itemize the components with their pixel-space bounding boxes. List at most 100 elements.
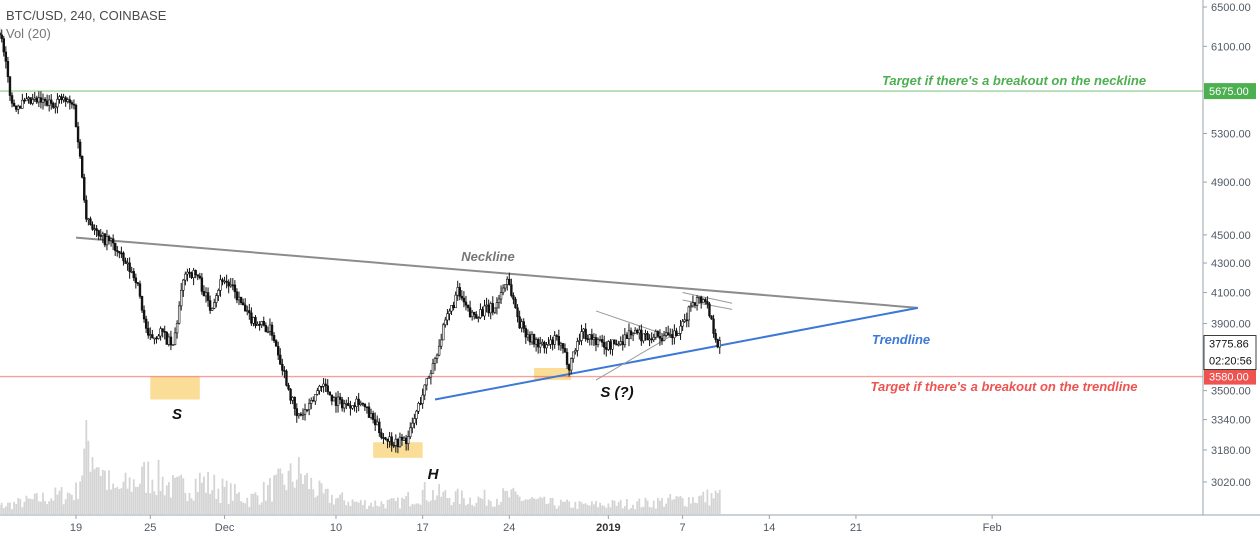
candle-body [10, 95, 14, 104]
volume-bar [415, 503, 418, 514]
volume-bar [407, 491, 410, 514]
trendline-line[interactable] [434, 306, 919, 401]
candle-body [355, 398, 358, 407]
candle-body [95, 228, 98, 231]
candle-body [636, 329, 639, 334]
x-tick-label[interactable]: 24 [503, 522, 515, 534]
candle-body [388, 436, 391, 442]
symbol-title[interactable]: BTC/USD, 240, COINBASE [6, 8, 167, 23]
annotation-labels: Target if there's a breakout on the neck… [172, 73, 1146, 483]
candle-body [409, 427, 412, 437]
candle-body [283, 370, 286, 372]
volume-bar [246, 497, 249, 514]
price-badge-5675[interactable]: 5675.00 [1209, 86, 1249, 98]
volume-bar [471, 504, 474, 514]
candle-body [596, 339, 600, 346]
candle-body [68, 99, 72, 103]
candle-body [264, 325, 268, 333]
x-tick-label[interactable]: Feb [983, 522, 1002, 534]
volume-bar [559, 499, 562, 514]
volume-bar [392, 498, 395, 514]
triangle-lower-line[interactable] [595, 335, 671, 381]
volume-bar [333, 504, 335, 514]
volume-bar [275, 474, 278, 514]
candle-body [590, 334, 594, 340]
candle-body [147, 328, 150, 336]
horizontal-levels[interactable] [0, 90, 1203, 378]
volume-bar [609, 507, 612, 514]
candle-body [594, 337, 598, 346]
x-tick-label[interactable]: 21 [850, 522, 862, 534]
candle-body [361, 402, 365, 405]
x-tick-label[interactable]: Dec [215, 522, 235, 534]
candle-body [421, 394, 424, 404]
candle-body [547, 344, 550, 346]
candle-body [109, 238, 113, 241]
candle-body [367, 406, 371, 418]
candle-body [93, 228, 96, 230]
candle-body [221, 279, 224, 282]
volume-indicator-label[interactable]: Vol (20) [6, 26, 51, 41]
volume-bar [40, 501, 42, 514]
neckline-line[interactable] [75, 236, 918, 309]
volume-bar [70, 495, 73, 514]
volume-bar [137, 486, 139, 514]
price-badges[interactable]: 5675.00 3580.00 3775.86 02:20:56 [1203, 83, 1257, 385]
volume-bar [167, 482, 170, 514]
candle-body [353, 405, 356, 407]
volume-bar [50, 498, 53, 514]
volume-bar [436, 495, 438, 514]
candle-body [210, 307, 214, 311]
last-price-label[interactable]: 3775.86 [1209, 339, 1249, 351]
price-badge-3580[interactable]: 3580.00 [1209, 372, 1249, 384]
volume-bar [679, 496, 682, 514]
volume-bar [87, 440, 90, 514]
volume-bar [378, 506, 381, 514]
volume-bar [64, 499, 67, 514]
candle-body [510, 284, 513, 296]
candle-body [553, 335, 556, 345]
candle-body [664, 332, 668, 336]
x-tick-label[interactable]: 7 [680, 522, 686, 534]
candle-body [206, 292, 210, 301]
candle-body [539, 343, 542, 348]
candle-body [254, 317, 257, 326]
volume-bar [417, 503, 420, 514]
x-tick-label[interactable]: 2019 [596, 522, 620, 534]
volume-bar [205, 492, 207, 514]
x-tick-label[interactable]: 25 [144, 522, 156, 534]
right-shoulder-label: S (?) [600, 384, 633, 401]
x-tick-label[interactable]: 19 [70, 522, 82, 534]
volume-bar [19, 498, 22, 514]
volume-bar [671, 499, 674, 514]
volume-bar [46, 504, 49, 514]
volume-bar [595, 501, 597, 514]
candle-body [299, 413, 303, 416]
volume-bar [702, 491, 705, 514]
candle-body [297, 413, 301, 417]
candle-body [243, 304, 247, 312]
volume-bar [250, 493, 253, 514]
x-tick-label[interactable]: 10 [330, 522, 342, 534]
volume-bar [264, 500, 267, 514]
x-tick-label[interactable]: 14 [763, 522, 775, 534]
x-tick-label[interactable]: 17 [417, 522, 429, 534]
candle-body [423, 384, 426, 396]
volume-bar [458, 504, 461, 514]
drawn-trendlines[interactable] [75, 236, 919, 401]
candle-body [70, 102, 74, 105]
y-tick-label: 6100.00 [1211, 41, 1251, 53]
candle-body [85, 199, 88, 220]
candle-body [151, 334, 154, 339]
volume-bar [198, 472, 201, 514]
volume-bar [359, 500, 362, 514]
candle-body [101, 233, 105, 236]
volume-bar [597, 507, 599, 514]
candle-body [365, 406, 369, 409]
volume-bar [126, 488, 129, 514]
volume-bar [2, 507, 5, 514]
volume-bar [312, 489, 315, 514]
volume-bar [642, 506, 645, 514]
